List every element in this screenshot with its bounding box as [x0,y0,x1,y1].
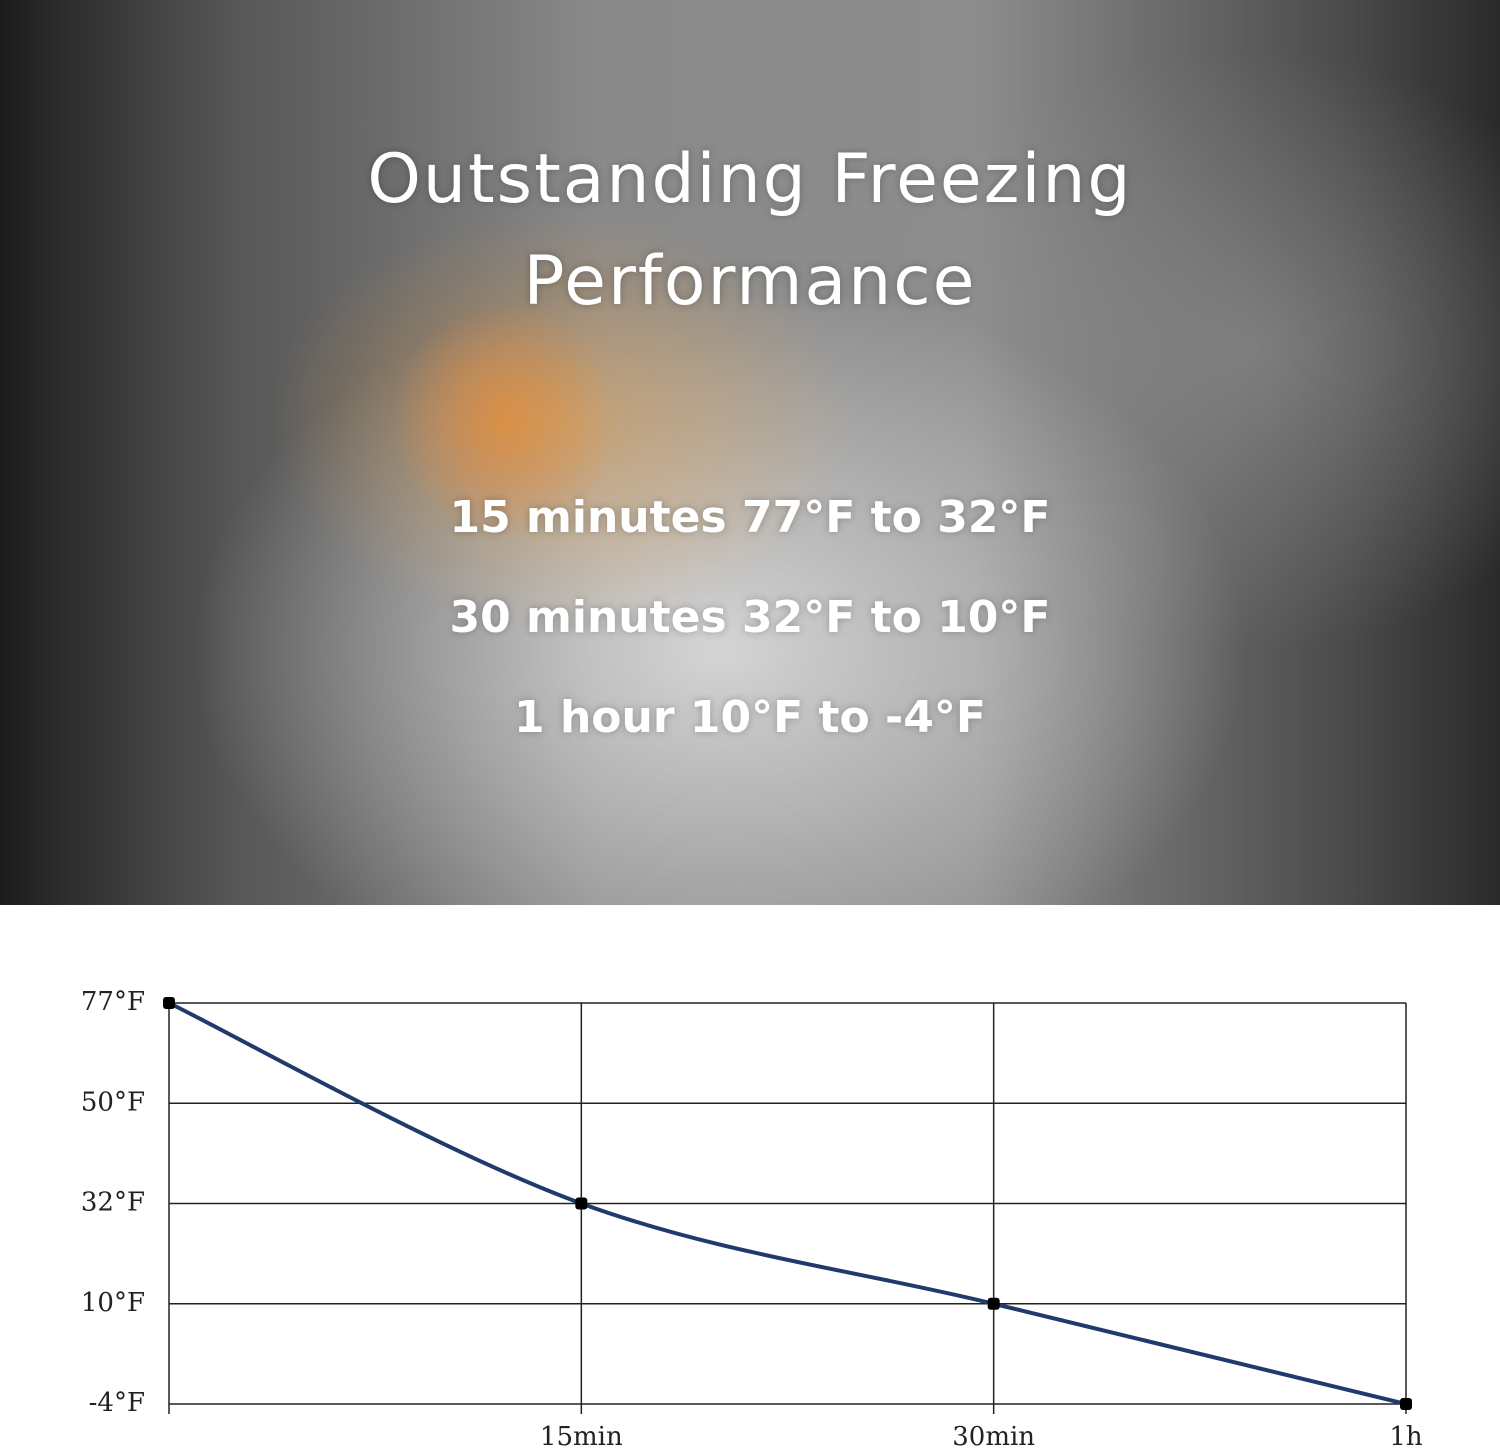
y-tick-label: 77°F [81,987,145,1017]
fact: 1 hour 10°F to -4°F [514,692,986,743]
y-tick-label: 32°F [81,1188,145,1218]
point-marker [163,997,175,1009]
y-tick-label: 10°F [81,1288,145,1318]
point-marker [575,1197,588,1210]
y-tick-label: -4°F [89,1388,145,1418]
x-tick-label: 30min [952,1422,1035,1452]
title-line: Performance [523,242,977,321]
point-marker [987,1297,1000,1310]
y-tick-label: 50°F [81,1087,145,1117]
x-tick-label: 1h [1389,1422,1423,1452]
fact: 15 minutes 77°F to 32°F [449,492,1051,543]
line-series [168,1001,1407,1406]
x-tick-label: 15min [540,1422,623,1452]
fact: 30 minutes 32°F to 10°F [449,592,1051,643]
hero-photo: Outstanding Freezing Performance 15 minu… [0,0,1500,905]
title-line: Outstanding Freezing [367,140,1133,219]
point-marker [1400,1398,1412,1410]
